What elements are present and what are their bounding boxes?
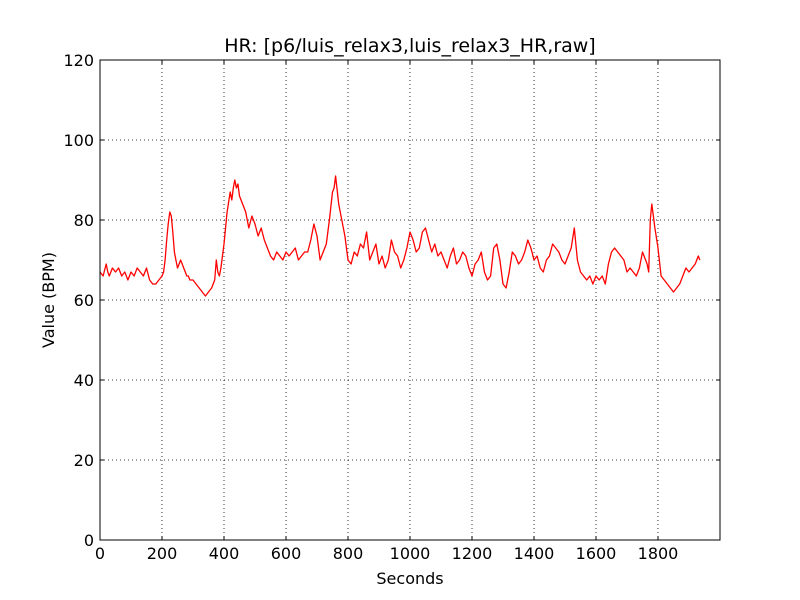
axis-ticks [99, 59, 720, 541]
grid-lines [100, 60, 720, 540]
tick-labels: 0 200 400 600 800 1000 1200 1400 1600 1800 0 20 40 60… [63, 51, 678, 563]
x-tick-label: 1400 [514, 544, 555, 563]
x-tick-label: 1000 [390, 544, 431, 563]
y-tick-label: 80 [74, 211, 94, 230]
x-tick-label: 200 [147, 544, 178, 563]
x-tick-label: 600 [271, 544, 302, 563]
y-axis-label: Value (BPM) [39, 252, 58, 348]
hr-series-line [99, 175, 701, 297]
x-tick-label: 800 [333, 544, 364, 563]
x-axis-label: Seconds [376, 569, 443, 588]
x-tick-label: 400 [209, 544, 240, 563]
y-tick-label: 60 [74, 291, 94, 310]
y-tick-label: 20 [74, 451, 94, 470]
x-tick-label: 1600 [576, 544, 617, 563]
x-tick-label: 1200 [452, 544, 493, 563]
y-tick-label: 100 [63, 131, 94, 150]
y-tick-label: 120 [63, 51, 94, 70]
x-tick-label: 1800 [638, 544, 679, 563]
series-layer [99, 175, 701, 297]
x-tick-label: 0 [95, 544, 105, 563]
chart-title: HR: [p6/luis_relax3,luis_relax3_HR,raw] [224, 35, 595, 57]
y-tick-label: 40 [74, 371, 94, 390]
y-tick-label: 0 [84, 531, 94, 550]
